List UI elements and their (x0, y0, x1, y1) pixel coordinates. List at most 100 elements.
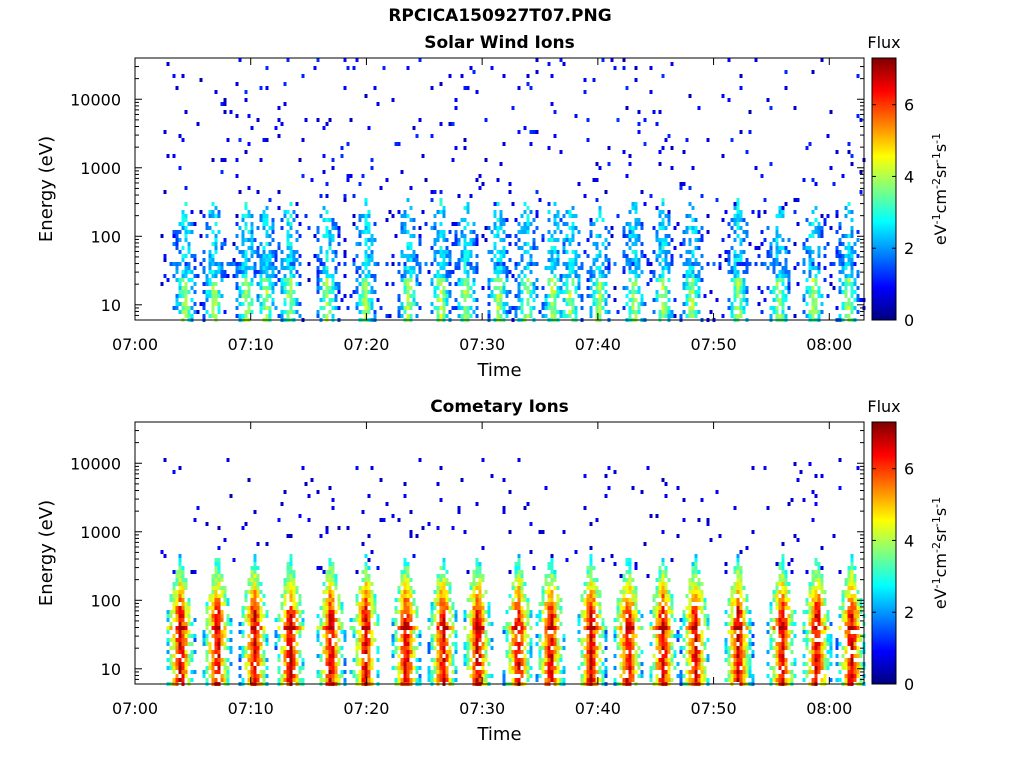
flux-cell (829, 262, 833, 266)
flux-cell (403, 286, 407, 290)
flux-cell (373, 290, 377, 294)
flux-cell (505, 654, 509, 658)
flux-cell (247, 606, 251, 610)
flux-cell (286, 582, 290, 586)
flux-cell (295, 650, 299, 654)
flux-cell (193, 258, 197, 262)
flux-cell (184, 666, 188, 670)
flux-cell (184, 662, 188, 666)
flux-cell (631, 202, 635, 206)
flux-cell (523, 226, 527, 230)
flux-cell (586, 118, 590, 122)
flux-cell (643, 302, 647, 306)
flux-cell (259, 274, 263, 278)
flux-cell (601, 282, 605, 286)
flux-cell (844, 262, 848, 266)
flux-cell (358, 674, 362, 678)
flux-cell (445, 674, 449, 678)
flux-cell (355, 630, 359, 634)
flux-cell (355, 466, 359, 470)
flux-cell (244, 666, 248, 670)
flux-cell (607, 262, 611, 266)
flux-cell (481, 182, 485, 186)
flux-cell (283, 586, 287, 590)
flux-cell (481, 642, 485, 646)
flux-cell (562, 634, 566, 638)
flux-cell (667, 278, 671, 282)
flux-cell (190, 314, 194, 318)
flux-cell (367, 618, 371, 622)
flux-cell (814, 302, 818, 306)
flux-cell (472, 574, 476, 578)
flux-cell (694, 238, 698, 242)
flux-cell (550, 678, 554, 682)
flux-cell (211, 274, 215, 278)
flux-cell (850, 266, 854, 270)
flux-cell (259, 242, 263, 246)
flux-cell (271, 290, 275, 294)
flux-cell (688, 238, 692, 242)
flux-cell (283, 582, 287, 586)
flux-cell (547, 266, 551, 270)
flux-cell (205, 310, 209, 314)
flux-cell (574, 270, 578, 274)
flux-cell (334, 222, 338, 226)
flux-cell (613, 634, 617, 638)
flux-cell (289, 606, 293, 610)
flux-cell (820, 302, 824, 306)
flux-cell (175, 238, 179, 242)
flux-cell (466, 634, 470, 638)
flux-cell (319, 658, 323, 662)
flux-cell (664, 306, 668, 310)
flux-cell (517, 662, 521, 666)
flux-cell (607, 310, 611, 314)
flux-cell (580, 610, 584, 614)
flux-cell (649, 90, 653, 94)
flux-cell (403, 630, 407, 634)
flux-cell (316, 270, 320, 274)
flux-cell (733, 202, 737, 206)
flux-cell (580, 594, 584, 598)
flux-cell (286, 58, 290, 62)
flux-cell (409, 606, 413, 610)
flux-cell (181, 678, 185, 682)
flux-cell (745, 222, 749, 226)
flux-cell (592, 638, 596, 642)
flux-cell (247, 246, 251, 250)
flux-cell (682, 274, 686, 278)
flux-cell (538, 602, 542, 606)
flux-cell (358, 310, 362, 314)
flux-cell (586, 614, 590, 618)
flux-cell (454, 242, 458, 246)
flux-cell (502, 266, 506, 270)
flux-cell (370, 166, 374, 170)
flux-cell (595, 586, 599, 590)
flux-cell (406, 258, 410, 262)
flux-cell (247, 302, 251, 306)
flux-cell (211, 658, 215, 662)
flux-cell (178, 614, 182, 618)
flux-cell (631, 258, 635, 262)
flux-cell (478, 654, 482, 658)
flux-cell (589, 678, 593, 682)
flux-cell (286, 234, 290, 238)
flux-cell (553, 618, 557, 622)
flux-cell (316, 266, 320, 270)
flux-cell (262, 246, 266, 250)
flux-cell (559, 670, 563, 674)
flux-cell (490, 258, 494, 262)
flux-cell (352, 262, 356, 266)
flux-cell (574, 286, 578, 290)
flux-cell (331, 314, 335, 318)
flux-cell (433, 678, 437, 682)
flux-cell (397, 654, 401, 658)
flux-cell (718, 254, 722, 258)
flux-cell (415, 614, 419, 618)
flux-cell (286, 210, 290, 214)
flux-cell (235, 266, 239, 270)
flux-cell (397, 598, 401, 602)
flux-cell (508, 258, 512, 262)
flux-cell (826, 134, 830, 138)
flux-cell (187, 606, 191, 610)
flux-cell (367, 246, 371, 250)
